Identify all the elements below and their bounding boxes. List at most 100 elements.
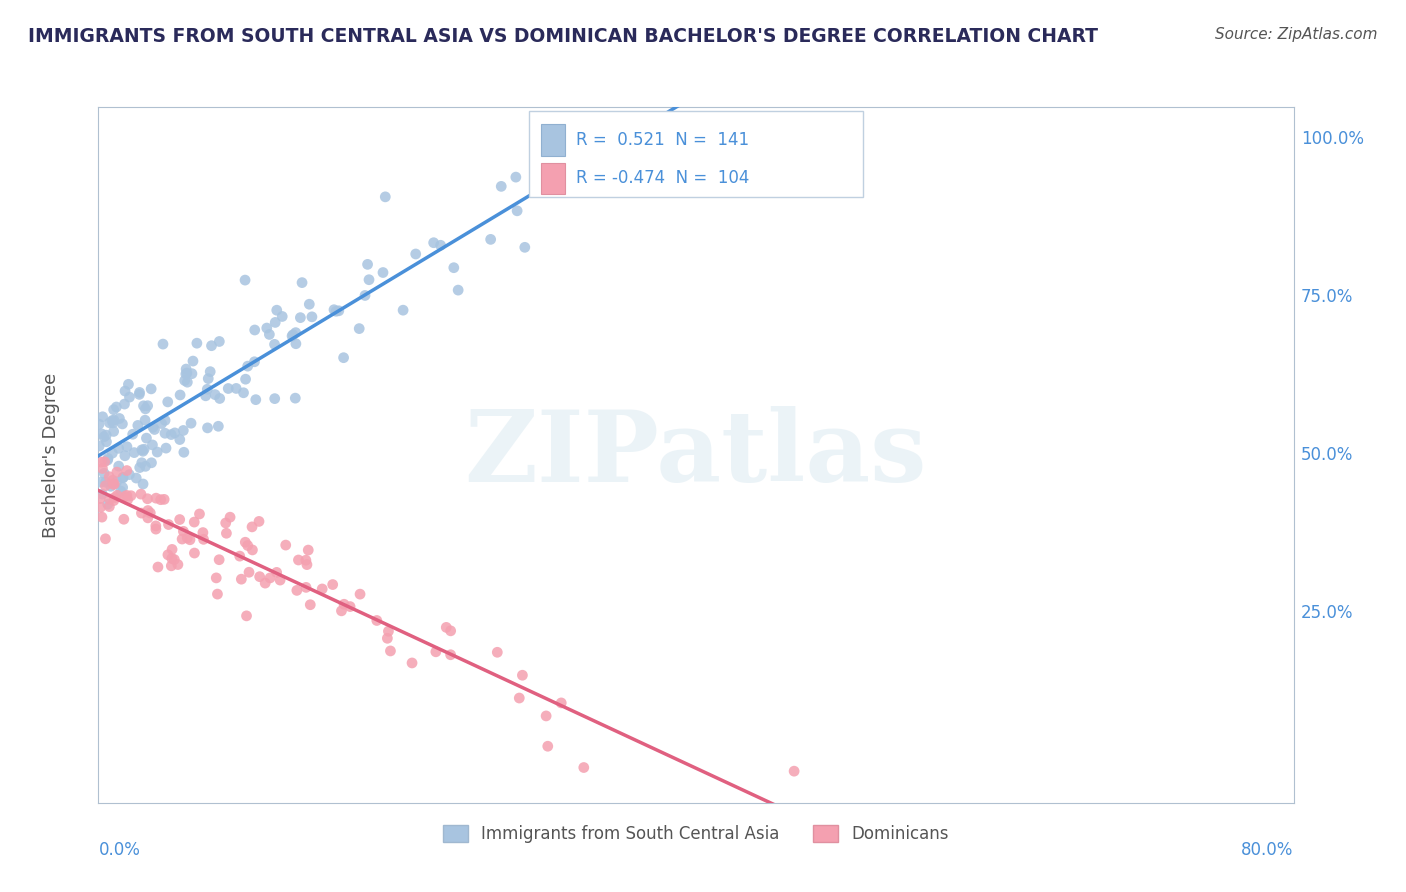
Point (103, 477, 125, 491)
Point (207, 587, 229, 601)
Point (284, 391, 307, 405)
Point (132, 444, 155, 458)
Point (183, 515, 205, 529)
Point (176, 531, 198, 545)
Point (377, 632, 399, 646)
Point (103, 425, 125, 439)
Point (115, 488, 138, 502)
Point (200, 365, 222, 379)
Point (425, 645, 447, 659)
Point (176, 366, 198, 380)
Point (247, 515, 270, 529)
Point (132, 477, 155, 491)
Point (297, 543, 319, 558)
Point (136, 511, 159, 525)
Point (186, 336, 208, 351)
Point (134, 459, 156, 474)
Point (107, 459, 129, 474)
Point (146, 445, 169, 459)
Point (204, 387, 226, 401)
Point (114, 397, 136, 411)
Point (236, 539, 259, 553)
Point (179, 533, 201, 547)
Point (136, 503, 159, 517)
Point (103, 402, 125, 417)
Text: 0.0%: 0.0% (98, 841, 141, 859)
Point (537, 739, 560, 754)
Point (114, 489, 136, 503)
Point (486, 645, 509, 659)
Point (354, 288, 377, 302)
Point (215, 516, 238, 530)
Point (90, 475, 112, 490)
Point (269, 573, 291, 587)
Point (392, 303, 415, 318)
Point (550, 696, 572, 710)
Point (125, 471, 148, 485)
Text: 100.0%: 100.0% (1301, 129, 1364, 148)
Point (103, 413, 125, 427)
Point (299, 598, 322, 612)
Text: Source: ZipAtlas.com: Source: ZipAtlas.com (1215, 27, 1378, 42)
Point (163, 552, 186, 566)
Point (150, 417, 173, 431)
Point (191, 525, 214, 540)
Point (142, 420, 165, 434)
Point (91, 409, 114, 424)
Point (188, 507, 211, 521)
Point (281, 329, 304, 343)
Point (135, 431, 157, 445)
Point (357, 273, 380, 287)
Point (115, 464, 138, 478)
Point (132, 399, 155, 413)
Point (249, 569, 271, 583)
Point (225, 381, 247, 395)
Point (197, 421, 219, 435)
Point (263, 392, 285, 406)
Point (169, 512, 191, 526)
Point (243, 323, 266, 337)
Point (172, 424, 194, 438)
Point (405, 247, 427, 261)
Point (508, 691, 530, 706)
Point (401, 656, 423, 670)
Point (136, 491, 159, 506)
Point (128, 387, 150, 401)
Point (200, 339, 222, 353)
Point (256, 321, 278, 335)
Point (134, 442, 156, 457)
Point (287, 553, 309, 567)
Point (105, 475, 128, 489)
Point (325, 304, 347, 318)
FancyBboxPatch shape (541, 162, 565, 194)
Text: ZIPatlas: ZIPatlas (465, 407, 927, 503)
Point (238, 566, 260, 580)
Point (118, 390, 141, 404)
Point (97, 451, 120, 466)
Point (105, 465, 128, 479)
Point (169, 388, 191, 402)
Point (96, 428, 118, 442)
Text: 50.0%: 50.0% (1301, 446, 1354, 464)
Point (298, 297, 321, 311)
Text: R = -0.474  N =  104: R = -0.474 N = 104 (576, 169, 749, 187)
Point (291, 276, 314, 290)
Point (231, 572, 253, 586)
Point (141, 456, 163, 470)
Point (193, 533, 215, 547)
Point (167, 558, 190, 572)
Point (117, 492, 139, 507)
Point (264, 315, 287, 329)
Point (422, 235, 444, 250)
Point (107, 442, 129, 456)
Point (332, 351, 354, 365)
Point (156, 548, 179, 562)
Point (91, 510, 114, 524)
Point (153, 492, 176, 507)
Point (605, 152, 627, 166)
Point (295, 580, 318, 594)
Point (101, 446, 124, 460)
Point (100, 479, 122, 493)
Point (174, 362, 197, 376)
Point (259, 571, 281, 585)
